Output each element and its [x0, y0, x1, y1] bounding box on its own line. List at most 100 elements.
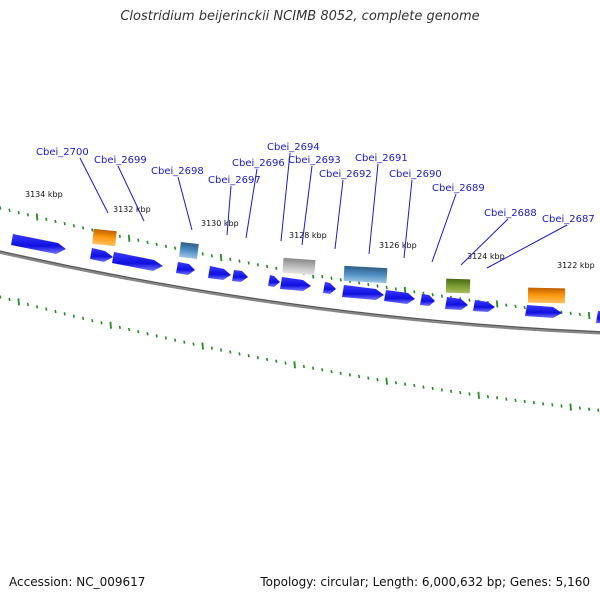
gene-arrow [176, 262, 195, 275]
minor-tick [155, 242, 158, 246]
gene-label-cbei-2689: Cbei_2689 [432, 183, 485, 194]
minor-tick [339, 278, 342, 282]
major-tick [293, 361, 296, 369]
gene-arrow [90, 248, 113, 262]
minor-tick [201, 252, 204, 256]
minor-tick [72, 314, 75, 318]
gene-arrow [384, 290, 415, 304]
gene-arrow [420, 294, 435, 306]
gene-arrow [445, 297, 468, 310]
minor-tick [330, 369, 333, 374]
minor-tick [164, 336, 167, 340]
gene-label-cbei-2690: Cbei_2690 [389, 169, 442, 180]
minor-tick [54, 309, 57, 314]
minor-tick [210, 346, 213, 350]
gene-arrow [342, 285, 384, 300]
minor-tick [91, 319, 94, 323]
gene-arrow [208, 266, 231, 280]
minor-tick [174, 246, 177, 250]
minor-tick [450, 389, 453, 393]
gene-label-cbei-2691: Cbei_2691 [355, 153, 408, 164]
scale-ticks-inner [0, 295, 600, 412]
minor-tick [266, 264, 269, 269]
gene-label-cbei-2696: Cbei_2696 [232, 158, 285, 169]
major-tick [569, 403, 572, 411]
minor-tick [348, 373, 351, 377]
minor-tick [0, 206, 2, 210]
minor-tick [358, 374, 361, 379]
minor-tick [63, 312, 66, 316]
minor-tick [91, 228, 94, 232]
kbp-label-3132: 3132 kbp [113, 205, 151, 214]
gene-arrow [11, 234, 66, 254]
minor-tick [45, 217, 48, 221]
map-title: Clostridium beijerinckii NCIMB 8052, com… [120, 9, 480, 24]
minor-tick [339, 371, 342, 375]
minor-tick [404, 382, 407, 386]
minor-tick [523, 305, 526, 310]
minor-tick [155, 334, 158, 338]
minor-tick [302, 364, 305, 369]
minor-tick [229, 350, 232, 354]
minor-tick [569, 311, 572, 315]
gene-arrow [525, 305, 562, 318]
gene-label-cbei-2698: Cbei_2698 [151, 166, 204, 177]
gene-arrow [473, 300, 495, 312]
minor-tick [588, 407, 591, 411]
minor-tick [394, 287, 397, 291]
minor-tick [376, 377, 379, 382]
minor-tick [422, 385, 425, 389]
minor-tick [431, 293, 434, 297]
minor-tick [284, 361, 287, 365]
gene-label-cbei-2699: Cbei_2699 [94, 155, 147, 166]
minor-tick [413, 290, 416, 294]
minor-tick [358, 281, 361, 285]
minor-tick [266, 357, 269, 362]
minor-tick [118, 325, 121, 330]
minor-tick [174, 338, 177, 342]
minor-tick [256, 355, 259, 360]
major-tick [201, 342, 204, 350]
minor-tick [578, 312, 581, 317]
minor-tick [128, 327, 131, 332]
minor-tick [0, 295, 2, 299]
minor-tick [36, 305, 39, 309]
minor-tick [164, 244, 167, 248]
minor-tick [440, 388, 443, 392]
major-tick [127, 234, 131, 242]
minor-tick [82, 226, 85, 230]
major-tick [477, 391, 480, 399]
gene-feature-olive [445, 278, 471, 294]
minor-tick [210, 254, 213, 258]
gene-feature-orange [92, 228, 117, 247]
gene-arrow [232, 270, 248, 282]
gene-arrows [11, 234, 600, 324]
genome-summary: Topology: circular; Length: 6,000,632 bp… [260, 575, 590, 589]
gene-feature-gray [282, 257, 316, 276]
minor-tick [100, 321, 103, 325]
minor-tick [8, 297, 11, 302]
gene-label-cbei-2693: Cbei_2693 [288, 155, 341, 166]
minor-tick [330, 276, 333, 280]
minor-tick [468, 392, 471, 396]
minor-tick [26, 302, 29, 306]
minor-tick [385, 285, 388, 290]
gene-label-cbei-2687: Cbei_2687 [542, 214, 595, 225]
gene-feature-steel [343, 265, 388, 284]
gene-arrow [596, 311, 600, 324]
minor-tick [275, 266, 278, 270]
gene-arrow [323, 282, 336, 294]
minor-tick [505, 397, 508, 401]
major-tick [587, 311, 591, 320]
kbp-label-3122: 3122 kbp [557, 261, 595, 270]
gene-arrow [112, 252, 163, 271]
minor-tick [238, 259, 241, 263]
minor-tick [413, 383, 416, 388]
kbp-label-3124: 3124 kbp [467, 252, 505, 261]
minor-tick [367, 282, 370, 287]
minor-tick [578, 406, 581, 410]
minor-tick [247, 261, 250, 265]
kbp-label-3130: 3130 kbp [201, 219, 239, 228]
kbp-label-3128: 3128 kbp [289, 231, 327, 240]
minor-tick [8, 208, 11, 212]
